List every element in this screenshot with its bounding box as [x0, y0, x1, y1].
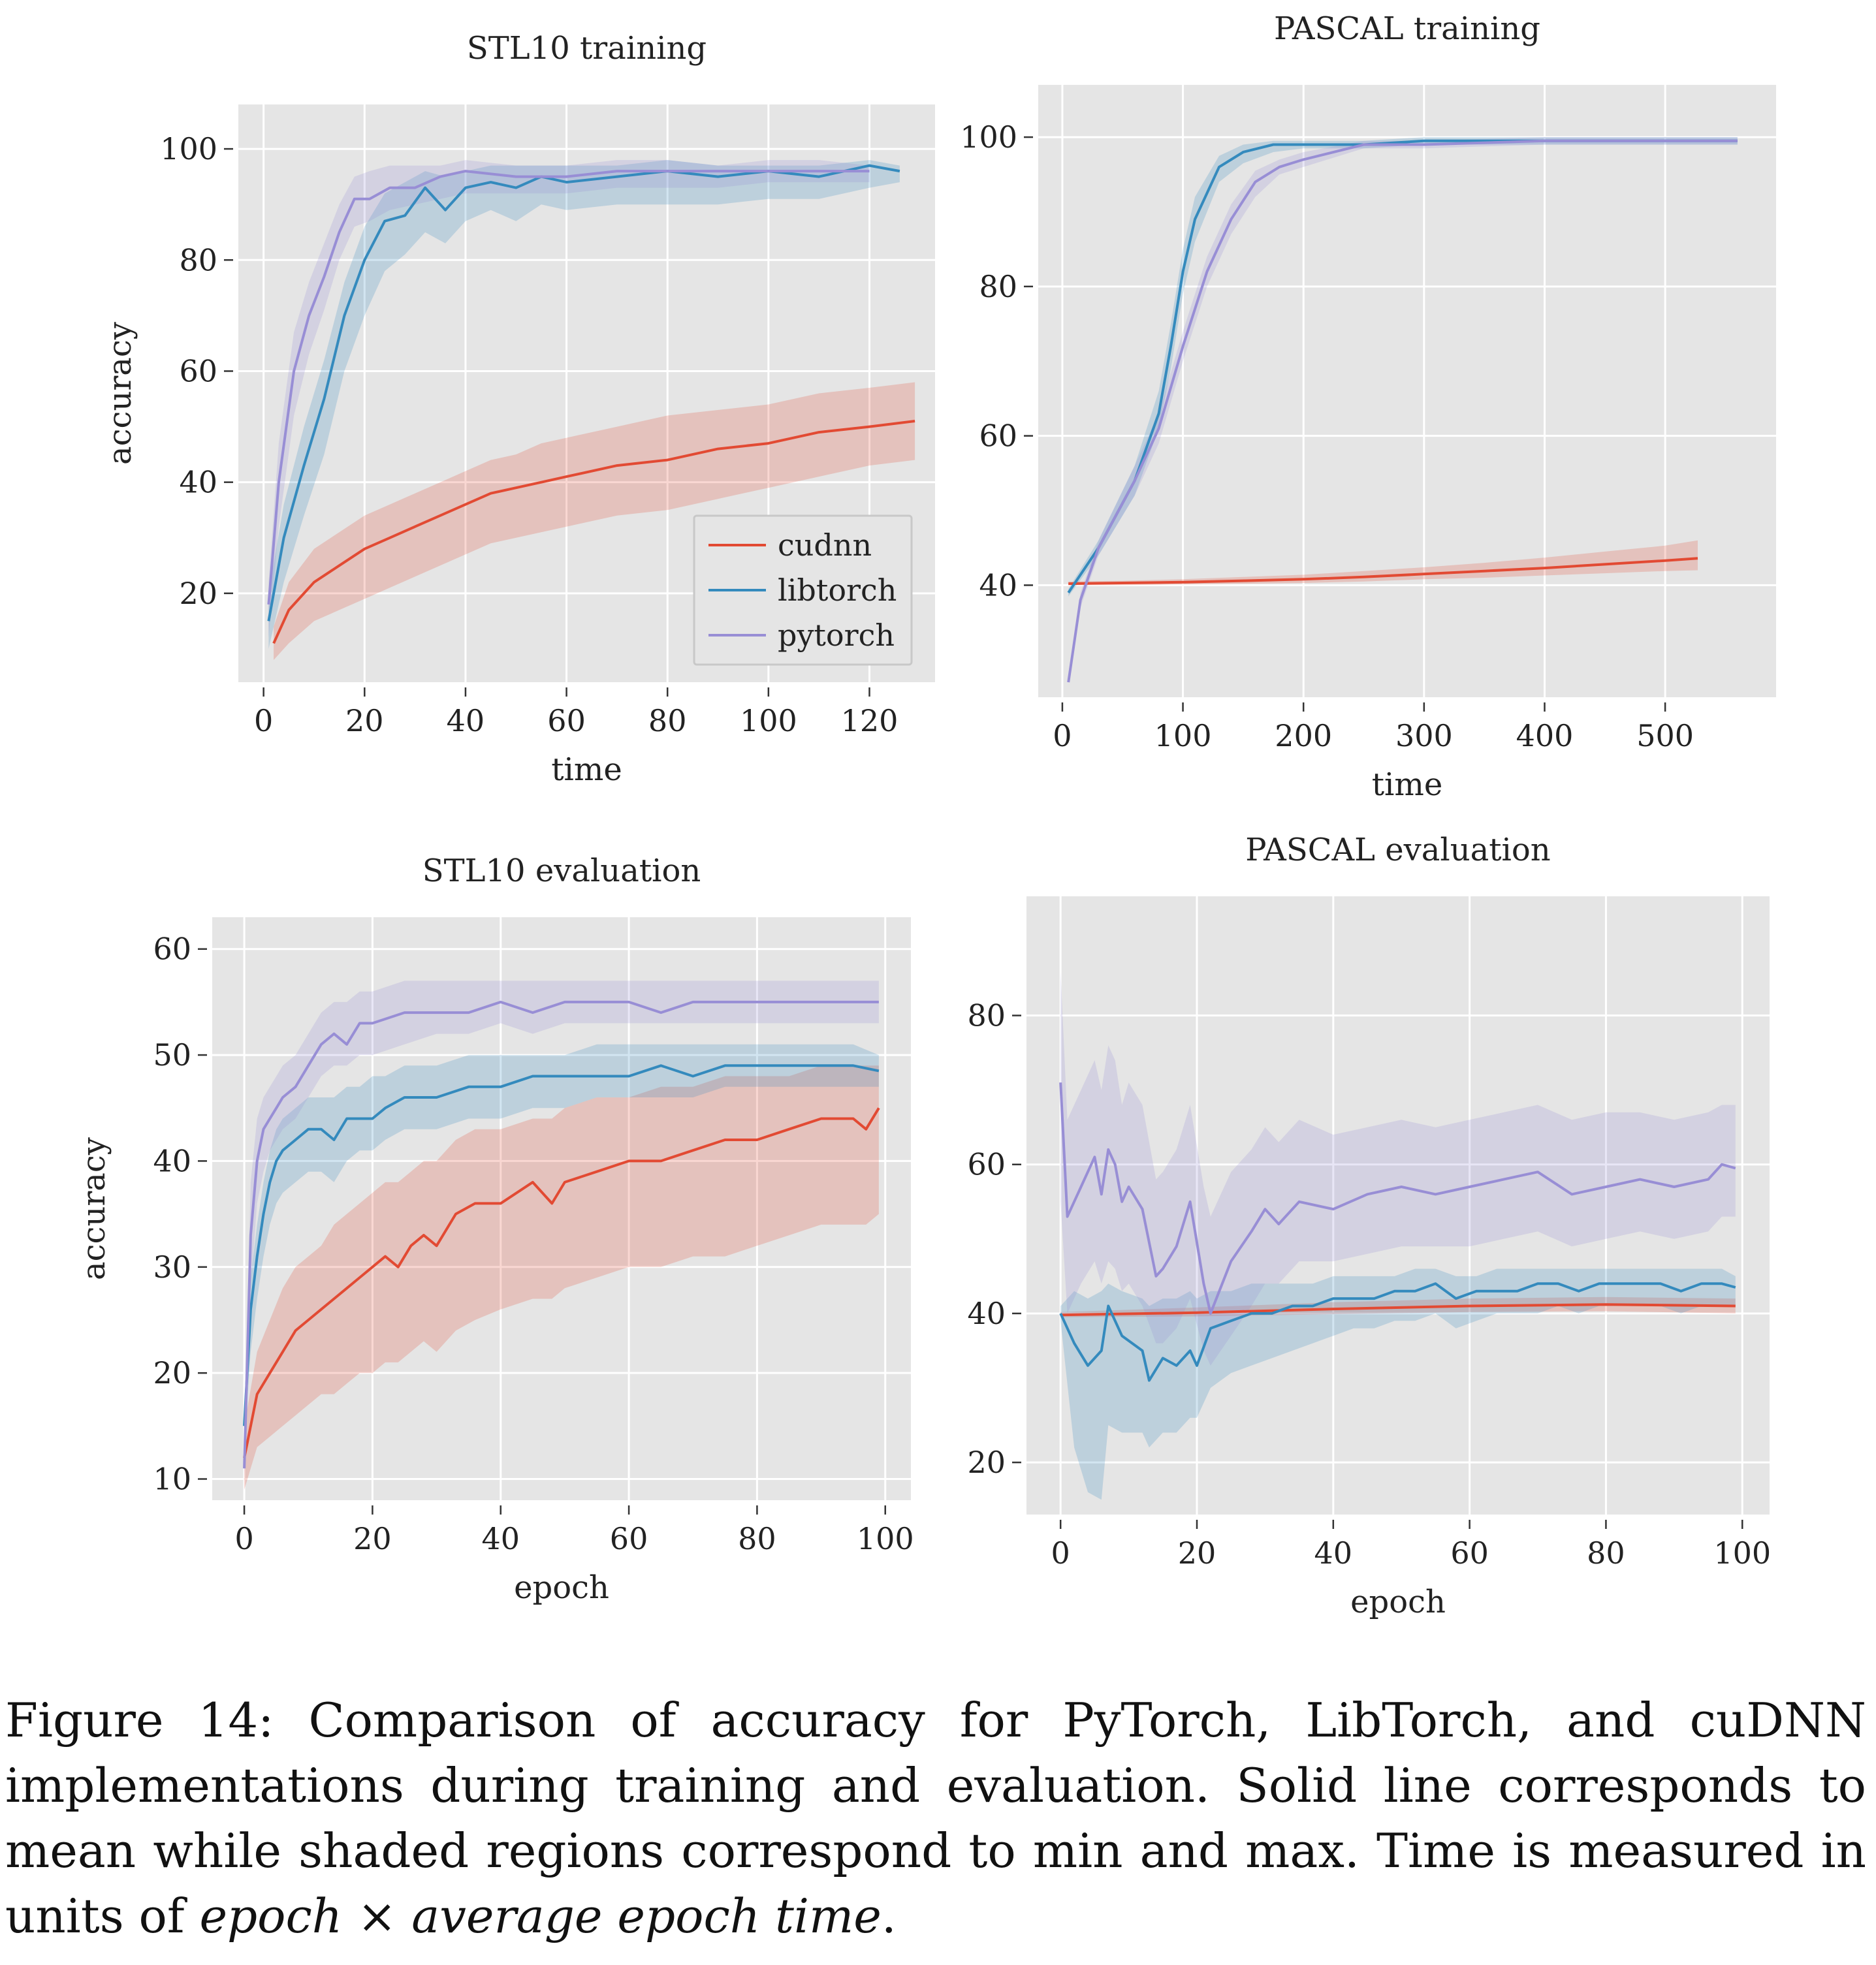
chart3-xtick-label: 60: [610, 1521, 648, 1556]
chart2-line-pytorch: [1067, 139, 1738, 683]
chart2-ytick-label: 80: [979, 269, 1017, 304]
chart2-xtick-label: 300: [1395, 718, 1453, 753]
chart1-legend-label-pytorch: pytorch: [778, 618, 895, 653]
chart2-ytick-label: 40: [979, 567, 1017, 603]
chart2-xtick-label: 200: [1275, 718, 1332, 753]
chart1-xtick-label: 40: [447, 703, 485, 738]
chart4-title: PASCAL evaluation: [1245, 832, 1550, 868]
subplot-pascal-evaluation: 0 20 40 60 80 100 20 40 60 80 PASCAL evaluation epo…: [967, 832, 1771, 1620]
chart1-band-cudnn: [274, 382, 915, 660]
chart4-xtick-label: 60: [1450, 1535, 1489, 1571]
chart1-xlabel: time: [551, 751, 622, 788]
subplot-stl10-training: 0 20 40 60 80 100 120 20 40 60 80 100 STL10 training…: [102, 30, 935, 788]
chart4-line-libtorch: [1059, 1282, 1736, 1382]
chart1-line-libtorch: [267, 164, 900, 621]
chart3-ytick-label: 60: [153, 932, 191, 967]
chart3-title: STL10 evaluation: [422, 853, 701, 889]
chart4-xtick-label: 40: [1314, 1535, 1353, 1571]
chart4-ytick-label: 40: [967, 1296, 1006, 1331]
chart2-line-libtorch: [1067, 139, 1738, 594]
caption-text: Figure 14: Comparison of accuracy for Py…: [5, 1693, 1866, 1943]
chart1-xtick-label: 80: [648, 703, 687, 738]
chart4-xtick-label: 100: [1713, 1535, 1771, 1571]
chart3-ylabel: accuracy: [76, 1137, 112, 1280]
chart3-ytick-label: 20: [153, 1355, 191, 1391]
chart1-xtick-label: 0: [254, 703, 273, 738]
chart2-xtick-label: 400: [1516, 718, 1574, 753]
chart1-xtick-label: 60: [547, 703, 586, 738]
chart3-ytick-label: 10: [153, 1462, 191, 1497]
chart1-legend-label-libtorch: libtorch: [778, 573, 897, 608]
chart2-xtick-label: 100: [1154, 718, 1212, 753]
chart4-ytick-label: 80: [967, 998, 1006, 1033]
chart4-band-libtorch: [1060, 1268, 1736, 1500]
chart1-legend-label-cudnn: cudnn: [778, 527, 872, 563]
chart4-ytick-label: 20: [967, 1445, 1006, 1480]
chart2-line-cudnn: [1068, 557, 1698, 586]
chart2-title: PASCAL training: [1274, 10, 1540, 47]
chart4-line-pytorch: [1059, 1082, 1736, 1315]
subplot-stl10-evaluation: 0 20 40 60 80 100 10 20 30 40 50 60 STL10 evaluation…: [76, 853, 914, 1606]
chart4-plot-area: [1026, 896, 1770, 1515]
chart2-ytick-label: 60: [979, 418, 1017, 454]
chart1-ytick-label: 100: [160, 131, 217, 166]
chart3-band-libtorch: [244, 1044, 879, 1447]
chart3-line-libtorch: [243, 1064, 880, 1426]
chart3-ytick-label: 40: [153, 1143, 191, 1178]
chart1-ytick-label: 40: [179, 465, 217, 500]
chart1-ytick-label: 20: [179, 576, 217, 611]
chart3-xtick-label: 0: [234, 1521, 253, 1556]
chart4-line-cudnn: [1060, 1303, 1736, 1317]
chart1-ytick-label: 80: [179, 242, 217, 277]
chart1-ylabel: accuracy: [102, 322, 138, 465]
chart3-xtick-label: 100: [857, 1521, 914, 1556]
chart2-xtick-label: 0: [1053, 718, 1072, 753]
chart3-ytick-label: 50: [153, 1037, 191, 1073]
chart1-legend: [693, 514, 913, 666]
caption-end: .: [881, 1889, 897, 1943]
chart1-xtick-label: 100: [740, 703, 797, 738]
chart1-xtick-label: 20: [345, 703, 384, 738]
chart3-plot-area: [212, 917, 911, 1500]
chart2-xlabel: time: [1372, 766, 1443, 803]
chart3-line-cudnn: [243, 1107, 880, 1458]
subplot-pascal-training: 0 100 200 300 400 500 40 60 80 100 PASCAL training…: [960, 10, 1776, 803]
chart2-ytick-label: 100: [960, 119, 1017, 155]
chart1-ytick-label: 60: [179, 353, 217, 388]
chart3-line-pytorch: [243, 1000, 879, 1469]
chart4-xtick-label: 80: [1587, 1535, 1625, 1571]
chart1-line-pytorch: [267, 170, 870, 605]
chart4-xtick-label: 0: [1051, 1535, 1070, 1571]
chart3-band-cudnn: [244, 1065, 879, 1490]
chart3-xlabel: epoch: [514, 1569, 609, 1606]
chart3-xtick-label: 20: [353, 1521, 392, 1556]
chart2-xtick-label: 500: [1636, 718, 1694, 753]
chart3-xtick-label: 40: [481, 1521, 520, 1556]
chart2-band-cudnn: [1068, 540, 1698, 586]
chart1-title: STL10 training: [467, 30, 707, 67]
chart3-xtick-label: 80: [738, 1521, 776, 1556]
chart1-xtick-label: 120: [841, 703, 898, 738]
figure-caption: Figure 14: Comparison of accuracy for Py…: [5, 1688, 1866, 1949]
chart4-xlabel: epoch: [1350, 1584, 1446, 1620]
chart3-ytick-label: 30: [153, 1250, 191, 1285]
chart2-plot-area: [1038, 85, 1776, 697]
chart4-xtick-label: 20: [1178, 1535, 1216, 1571]
caption-formula: epoch × average epoch time: [199, 1889, 882, 1943]
chart1-line-cudnn: [272, 420, 915, 644]
chart4-ytick-label: 60: [967, 1147, 1006, 1182]
